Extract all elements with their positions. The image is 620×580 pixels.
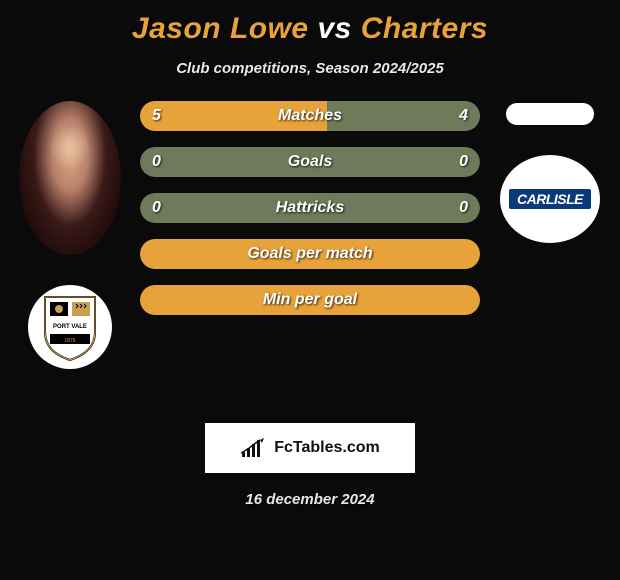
player2-photo — [506, 103, 594, 125]
stat-bar-min-per-goal: Min per goal — [140, 285, 480, 315]
stat-value-left: 0 — [152, 153, 161, 171]
title-player1: Jason Lowe — [132, 12, 309, 45]
subtitle: Club competitions, Season 2024/2025 — [0, 60, 620, 77]
right-player-column: CARLISLE — [490, 101, 610, 369]
stat-value-left: 5 — [152, 107, 161, 125]
stat-label: Goals per match — [140, 245, 480, 263]
fctables-logo-icon — [240, 438, 268, 458]
player2-club-badge: CARLISLE — [500, 155, 600, 243]
svg-text:PORT VALE: PORT VALE — [53, 324, 87, 330]
stat-bar-goals-per-match: Goals per match — [140, 239, 480, 269]
port-vale-crest-icon: PORT VALE 1876 — [40, 292, 100, 362]
title-player2: Charters — [361, 12, 488, 45]
stat-label: Hattricks — [140, 199, 480, 217]
comparison-row: PORT VALE 1876 Matches54Goals00Hattricks… — [0, 101, 620, 369]
title-vs: vs — [317, 12, 351, 45]
player1-photo — [19, 101, 121, 255]
svg-text:1876: 1876 — [64, 338, 75, 344]
stat-label: Min per goal — [140, 291, 480, 309]
footer-brand-text: FcTables.com — [274, 439, 380, 457]
stat-bar-hattricks: Hattricks0 0 — [140, 193, 480, 223]
stat-bar-matches: Matches5 4 — [140, 101, 480, 131]
stat-value-left: 0 — [152, 199, 161, 217]
footer-brand-box: FcTables.com — [205, 423, 415, 473]
stats-column: Matches54Goals00Hattricks00Goals per mat… — [130, 101, 490, 369]
stat-label: Goals — [140, 153, 480, 171]
player1-club-badge: PORT VALE 1876 — [28, 285, 112, 369]
carlisle-wordmark: CARLISLE — [509, 189, 591, 209]
date-text: 16 december 2024 — [0, 491, 620, 508]
stat-value-right: 4 — [459, 107, 468, 125]
stat-label: Matches — [140, 107, 480, 125]
page-title: Jason Lowe vs Charters — [0, 0, 620, 46]
stat-value-right: 0 — [459, 199, 468, 217]
stat-value-right: 0 — [459, 153, 468, 171]
stat-bar-goals: Goals0 0 — [140, 147, 480, 177]
left-player-column: PORT VALE 1876 — [10, 101, 130, 369]
